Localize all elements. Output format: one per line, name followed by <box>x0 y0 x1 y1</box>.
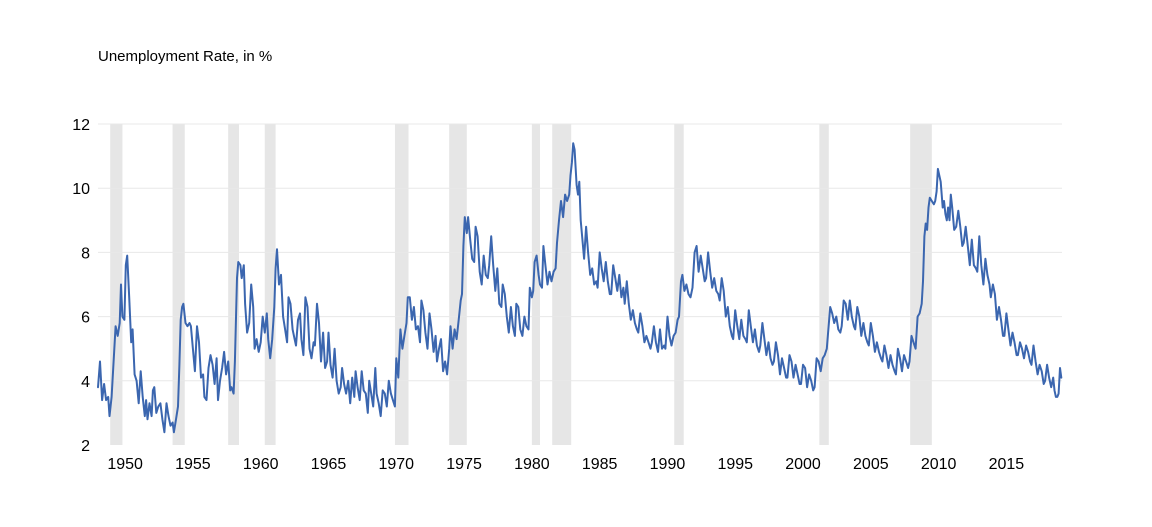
recession-band-4 <box>264 124 276 445</box>
x-tick-label: 1950 <box>107 456 143 473</box>
x-tick-label: 1965 <box>311 456 347 473</box>
x-tick-label: 2000 <box>785 456 821 473</box>
recession-band-5 <box>394 124 409 445</box>
x-tick-label: 2015 <box>989 456 1025 473</box>
series-layer <box>97 142 1063 434</box>
x-tick-label: 2010 <box>921 456 957 473</box>
x-tick-label: 1995 <box>717 456 753 473</box>
y-tick-label: 8 <box>81 245 90 262</box>
recession-band-6 <box>449 124 467 445</box>
x-tick-label: 2005 <box>853 456 889 473</box>
y-tick-label: 2 <box>81 438 90 455</box>
x-tick-label: 1985 <box>582 456 618 473</box>
recession-band-7 <box>531 124 541 445</box>
recession-shading <box>110 124 932 445</box>
y-axis-ticks: 2 4 6 8 10 12 <box>72 117 90 455</box>
recession-band-11 <box>910 124 932 445</box>
unemployment-rate-line <box>97 142 1063 434</box>
x-tick-label: 1975 <box>446 456 482 473</box>
x-tick-label: 1990 <box>650 456 686 473</box>
x-tick-label: 1970 <box>378 456 414 473</box>
recession-band-3 <box>228 124 240 445</box>
x-tick-label: 1955 <box>175 456 211 473</box>
recession-band-8 <box>552 124 572 445</box>
recession-band-9 <box>674 124 684 445</box>
y-axis-label: Unemployment Rate, in % <box>98 48 273 65</box>
y-tick-label: 4 <box>81 374 90 391</box>
x-tick-label: 1960 <box>243 456 279 473</box>
y-tick-label: 10 <box>72 181 90 198</box>
y-tick-label: 12 <box>72 117 90 134</box>
y-tick-label: 6 <box>81 310 90 327</box>
recession-band-2 <box>172 124 185 445</box>
x-axis-ticks: 1950 1955 1960 1965 1970 1975 1980 1985 1990 1995… <box>107 456 1024 473</box>
recession-band-10 <box>819 124 829 445</box>
x-tick-label: 1980 <box>514 456 550 473</box>
